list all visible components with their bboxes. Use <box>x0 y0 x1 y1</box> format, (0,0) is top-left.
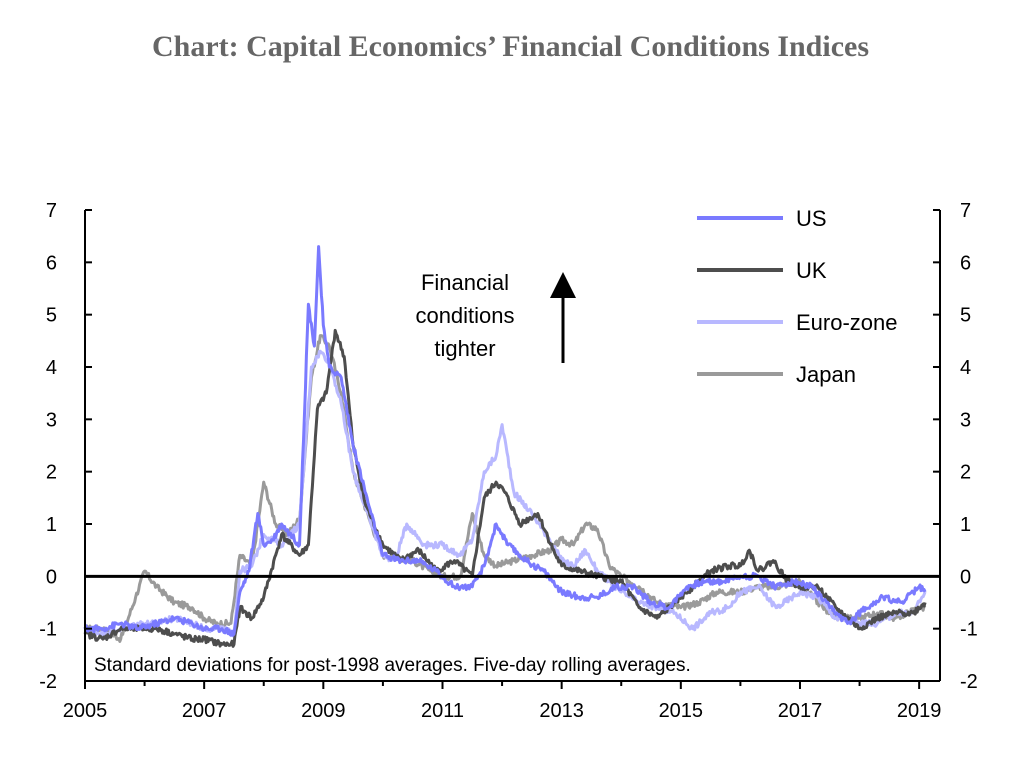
x-tick-label: 2019 <box>897 700 942 722</box>
y-tick-label-left: -2 <box>39 671 57 693</box>
x-tick-label: 2009 <box>301 700 346 722</box>
x-tick-label: 2017 <box>778 700 823 722</box>
x-tick-label: 2011 <box>421 700 464 722</box>
y-tick-label-left: 6 <box>46 252 57 274</box>
y-tick-label-left: 4 <box>46 357 57 379</box>
annotation-line-1: Financial <box>421 270 509 295</box>
legend-label-euro-zone: Euro-zone <box>796 310 898 335</box>
legend-label-japan: Japan <box>796 362 856 387</box>
y-tick-label-right: 0 <box>960 566 971 588</box>
y-tick-label-right: -1 <box>960 619 978 641</box>
y-tick-label-right: 2 <box>960 462 971 484</box>
y-tick-label-left: 3 <box>46 409 57 431</box>
y-tick-label-right: 4 <box>960 357 971 379</box>
chart-title: Chart: Capital Economics’ Financial Cond… <box>152 30 869 63</box>
x-tick-label: 2015 <box>659 700 704 722</box>
y-tick-label-right: 6 <box>960 252 971 274</box>
y-tick-label-left: 7 <box>46 200 57 222</box>
x-tick-label: 2013 <box>539 700 584 722</box>
y-tick-label-left: 5 <box>46 305 57 327</box>
legend-label-us: US <box>796 206 827 231</box>
y-tick-label-left: 0 <box>46 566 57 588</box>
annotation-line-3: tighter <box>434 336 495 361</box>
y-tick-label-right: 7 <box>960 200 971 222</box>
y-tick-label-right: 5 <box>960 305 971 327</box>
tighter-arrow-head <box>550 272 576 298</box>
x-tick-label: 2007 <box>182 700 227 722</box>
legend-label-uk: UK <box>796 258 827 283</box>
y-tick-label-left: 2 <box>46 462 57 484</box>
y-tick-label-right: 3 <box>960 409 971 431</box>
y-tick-label-right: -2 <box>960 671 978 693</box>
annotation-line-2: conditions <box>415 303 514 328</box>
x-tick-label: 2005 <box>63 700 108 722</box>
y-tick-label-left: 1 <box>46 514 57 536</box>
y-tick-label-left: -1 <box>39 619 57 641</box>
chart-note: Standard deviations for post-1998 averag… <box>94 655 691 676</box>
series-line-us <box>83 245 927 637</box>
y-tick-label-right: 1 <box>960 514 971 536</box>
